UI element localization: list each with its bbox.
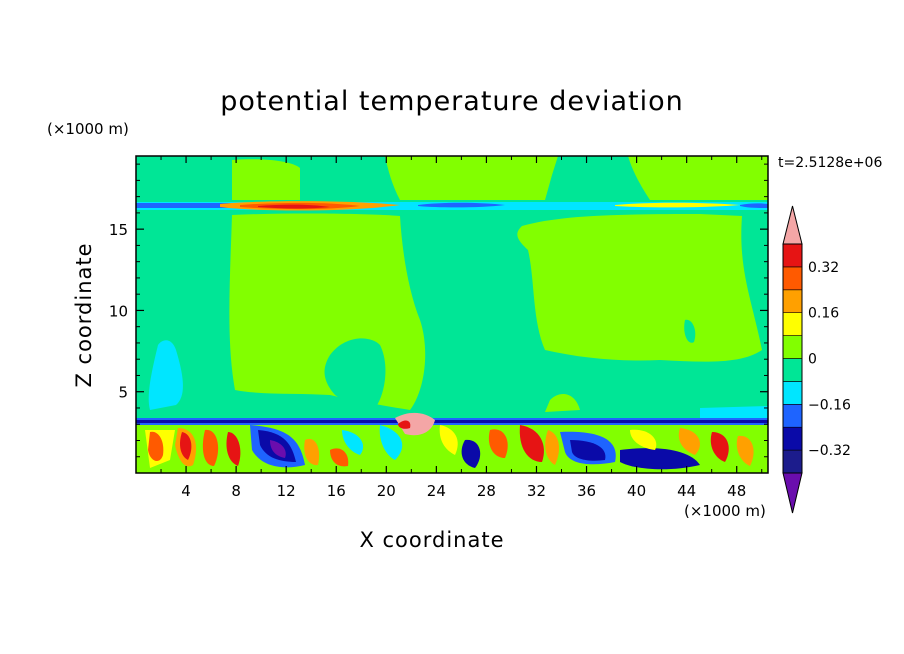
field-band [740, 203, 768, 208]
colorbar-bin [782, 403, 803, 428]
plot-frame [135, 155, 769, 474]
field-region [710, 432, 729, 462]
field-region [461, 439, 481, 468]
field-region [270, 440, 286, 458]
field-region [180, 432, 192, 460]
y-axis-ticks: 5 10 15 [109, 163, 768, 458]
colorbar: 0.32 0.16 0 −0.16 −0.32 [782, 205, 851, 514]
field-region [379, 425, 403, 460]
colorbar-label: 0.32 [808, 260, 839, 276]
x-tick-label: 24 [427, 482, 446, 500]
colorbar-bin [782, 335, 803, 359]
x-tick-label: 8 [231, 482, 241, 500]
y-axis-unit: (×1000 m) [47, 120, 129, 138]
field-region [395, 412, 435, 436]
field-band [258, 204, 330, 209]
y-tick-label: 5 [118, 384, 128, 402]
field-region [324, 338, 386, 408]
field-region [620, 448, 700, 470]
field-band [418, 202, 505, 208]
colorbar-frame [782, 243, 803, 474]
field-region [570, 440, 606, 461]
colorbar-bin [782, 266, 803, 291]
x-tick-label: 36 [577, 482, 596, 500]
field-region [519, 425, 544, 462]
x-axis-label: X coordinate [359, 528, 505, 552]
field-region [517, 214, 762, 362]
field-region [385, 156, 558, 200]
field-region [736, 435, 754, 466]
y-tick-label: 15 [109, 221, 128, 239]
field-region [148, 431, 164, 462]
colorbar-bin [782, 449, 803, 474]
field-region [678, 428, 700, 455]
colorbar-bin [782, 289, 803, 313]
x-tick-label: 44 [677, 482, 696, 500]
field-region [342, 430, 364, 455]
x-tick-label: 28 [477, 482, 496, 500]
chart-title: potential temperature deviation [220, 86, 684, 117]
colorbar-label: −0.32 [808, 443, 851, 459]
colorbar-label: 0.16 [808, 306, 839, 322]
field-region [684, 319, 696, 343]
colorbar-bin [782, 426, 803, 451]
contour-field [136, 156, 768, 473]
colorbar-bin [782, 243, 803, 268]
field-band [136, 420, 768, 423]
x-axis-unit: (×1000 m) [684, 502, 766, 520]
field-region [330, 448, 349, 467]
field-region [545, 430, 560, 465]
time-label: t=2.5128e+06 [778, 155, 883, 171]
field-region [226, 432, 241, 466]
field-region [304, 438, 320, 466]
x-tick-label: 16 [327, 482, 346, 500]
colorbar-bin [782, 312, 803, 336]
field-band [136, 203, 236, 208]
field-region [545, 394, 580, 412]
field-region [232, 159, 300, 200]
field-band [615, 202, 740, 208]
field-region [148, 340, 183, 410]
colorbar-bin [782, 358, 803, 382]
field-region [439, 425, 458, 455]
colorbar-extend-min [782, 472, 803, 514]
colorbar-extend-max [782, 205, 803, 245]
field-region [398, 420, 411, 429]
field-region [628, 156, 768, 200]
x-tick-label: 48 [727, 482, 746, 500]
colorbar-label: 0 [808, 352, 817, 368]
field-region [488, 429, 508, 458]
field-region [630, 429, 657, 450]
x-tick-label: 32 [527, 482, 546, 500]
x-axis-ticks: 4 8 12 16 20 24 28 32 36 40 44 48 [160, 156, 763, 500]
field-region [700, 406, 768, 418]
field-region [202, 429, 219, 466]
x-tick-label: 40 [627, 482, 646, 500]
x-tick-label: 20 [377, 482, 396, 500]
colorbar-bin [782, 381, 803, 405]
x-tick-label: 4 [181, 482, 191, 500]
y-tick-label: 10 [109, 302, 128, 320]
colorbar-label: −0.16 [808, 397, 851, 413]
x-tick-label: 12 [277, 482, 296, 500]
